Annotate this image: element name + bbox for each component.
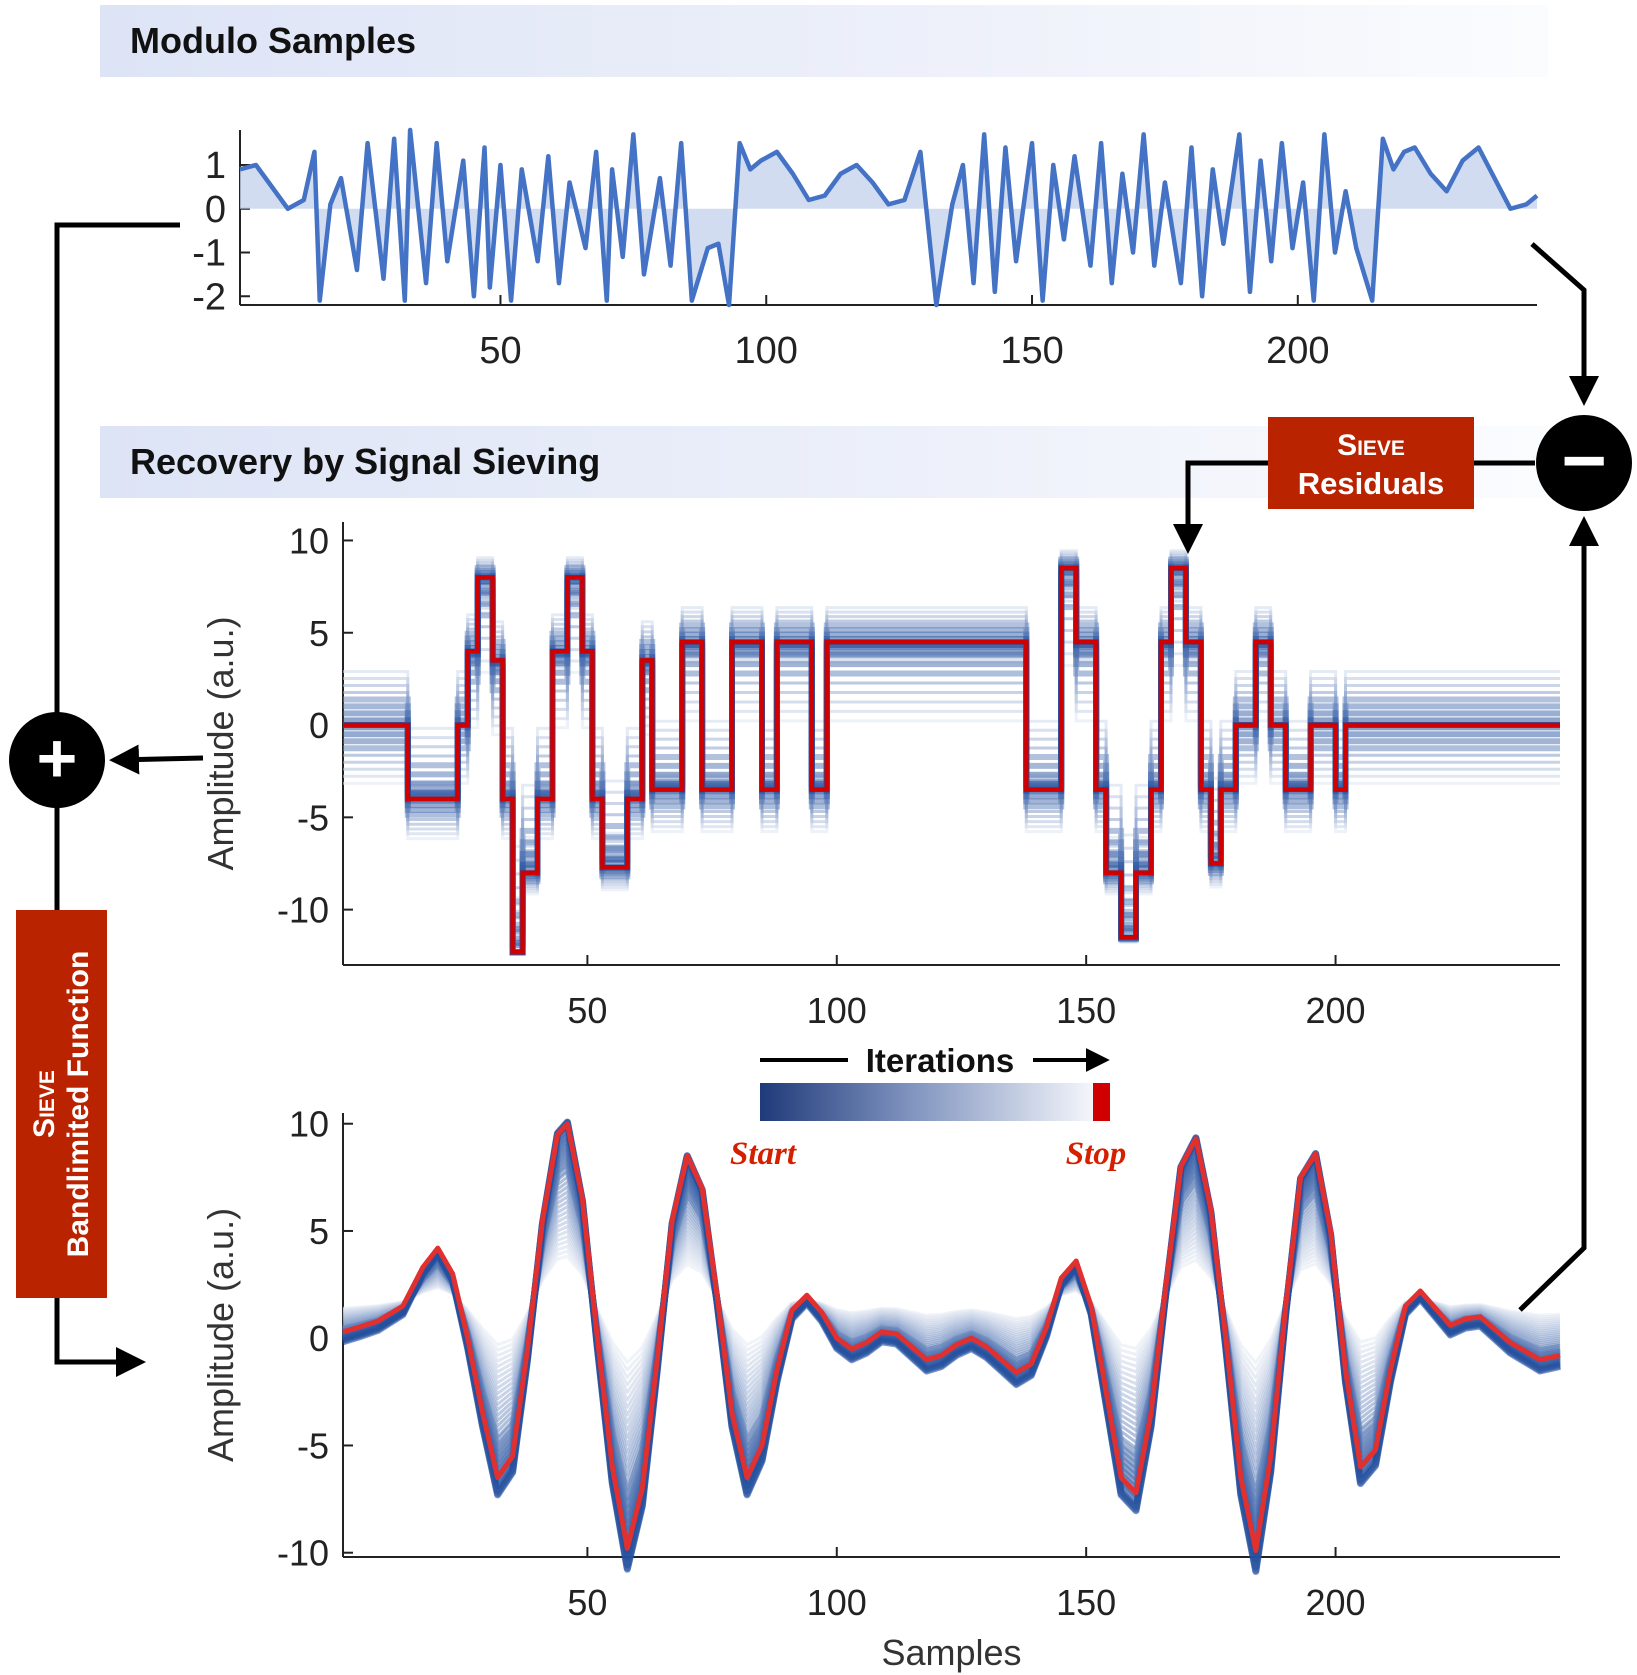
y-axis-label: Amplitude (a.u.) bbox=[200, 1208, 241, 1462]
y-axis-label: Amplitude (a.u.) bbox=[200, 616, 241, 870]
stop-label: Stop bbox=[1066, 1136, 1127, 1172]
stop-marker bbox=[1093, 1083, 1110, 1121]
iterations-colorbar bbox=[760, 1083, 1093, 1121]
y-tick-label: 0 bbox=[309, 705, 329, 746]
sieve-residuals-box-bg bbox=[1268, 417, 1474, 509]
y-tick-label: -10 bbox=[277, 890, 329, 931]
y-tick-label: 10 bbox=[289, 1104, 329, 1145]
x-tick-label: 100 bbox=[807, 990, 867, 1031]
y-tick-label: -5 bbox=[297, 797, 329, 838]
minus-icon: − bbox=[1561, 416, 1607, 504]
banner-title: Modulo Samples bbox=[130, 20, 417, 61]
x-tick-label: 100 bbox=[807, 1582, 867, 1623]
iterations-label: Iterations bbox=[866, 1042, 1015, 1079]
connector-modulo-to-plus bbox=[54, 222, 180, 718]
banner-title: Recovery by Signal Sieving bbox=[130, 441, 601, 482]
connector-box-to-bottom bbox=[54, 1298, 146, 1377]
y-tick-label: -10 bbox=[277, 1533, 329, 1574]
x-tick-label: 150 bbox=[1000, 330, 1063, 372]
y-tick-label: 10 bbox=[289, 520, 329, 561]
sieve-bandlimited-line1: Sieve bbox=[28, 1070, 61, 1138]
x-tick-label: 150 bbox=[1056, 1582, 1116, 1623]
minus-circle bbox=[1536, 415, 1632, 511]
connector-modulo-to-minus bbox=[1530, 242, 1599, 406]
sieve-residuals-line2: Residuals bbox=[1298, 466, 1444, 501]
plus-circle bbox=[9, 712, 105, 808]
connector-residuals-to-plus bbox=[109, 744, 204, 775]
sieve-bandlimited-box-bg bbox=[16, 910, 107, 1298]
x-tick-label: 50 bbox=[567, 990, 607, 1031]
sieve-residuals-box: Sieve Residuals bbox=[1268, 417, 1474, 509]
plus-icon: + bbox=[37, 719, 78, 797]
sieve-residuals-line1: Sieve bbox=[1337, 429, 1405, 462]
iteration-curve bbox=[342, 1249, 1561, 1372]
modulo-samples-chart: 50 100 150 200 10-1-2 bbox=[192, 127, 1539, 372]
x-tick-label: 200 bbox=[1306, 990, 1366, 1031]
y-tick-label: -2 bbox=[192, 276, 226, 318]
sieve-bandlimited-box: Sieve Bandlimited Function bbox=[16, 910, 107, 1298]
banner-modulo-samples: Modulo Samples bbox=[100, 5, 1548, 77]
x-tick-label: 200 bbox=[1266, 330, 1329, 372]
x-tick-label: 200 bbox=[1306, 1582, 1366, 1623]
x-tick-label: 50 bbox=[479, 330, 521, 372]
residuals-final-line bbox=[343, 565, 1560, 955]
minus-operator: − bbox=[1536, 415, 1632, 511]
bandlimited-final-line bbox=[342, 1121, 1561, 1554]
x-tick-label: 50 bbox=[567, 1582, 607, 1623]
iterations-legend: Iterations Start Stop bbox=[730, 1042, 1126, 1172]
start-label: Start bbox=[730, 1136, 797, 1172]
sieve-bandlimited-line2: Bandlimited Function bbox=[62, 951, 95, 1258]
x-tick-label: 100 bbox=[735, 330, 798, 372]
y-tick-label: -5 bbox=[297, 1425, 329, 1466]
y-tick-label: 5 bbox=[309, 613, 329, 654]
x-tick-label: 150 bbox=[1056, 990, 1116, 1031]
plus-operator: + bbox=[9, 712, 105, 808]
modulo-series-line bbox=[239, 127, 1539, 308]
y-tick-label: 5 bbox=[309, 1211, 329, 1252]
connector-bottom-to-minus bbox=[1518, 516, 1599, 1312]
y-tick-label: 1 bbox=[205, 145, 226, 187]
y-tick-label: 0 bbox=[309, 1318, 329, 1359]
y-tick-label: 0 bbox=[205, 189, 226, 231]
y-tick-label: -1 bbox=[192, 233, 226, 275]
x-axis-label: Samples bbox=[881, 1632, 1021, 1673]
